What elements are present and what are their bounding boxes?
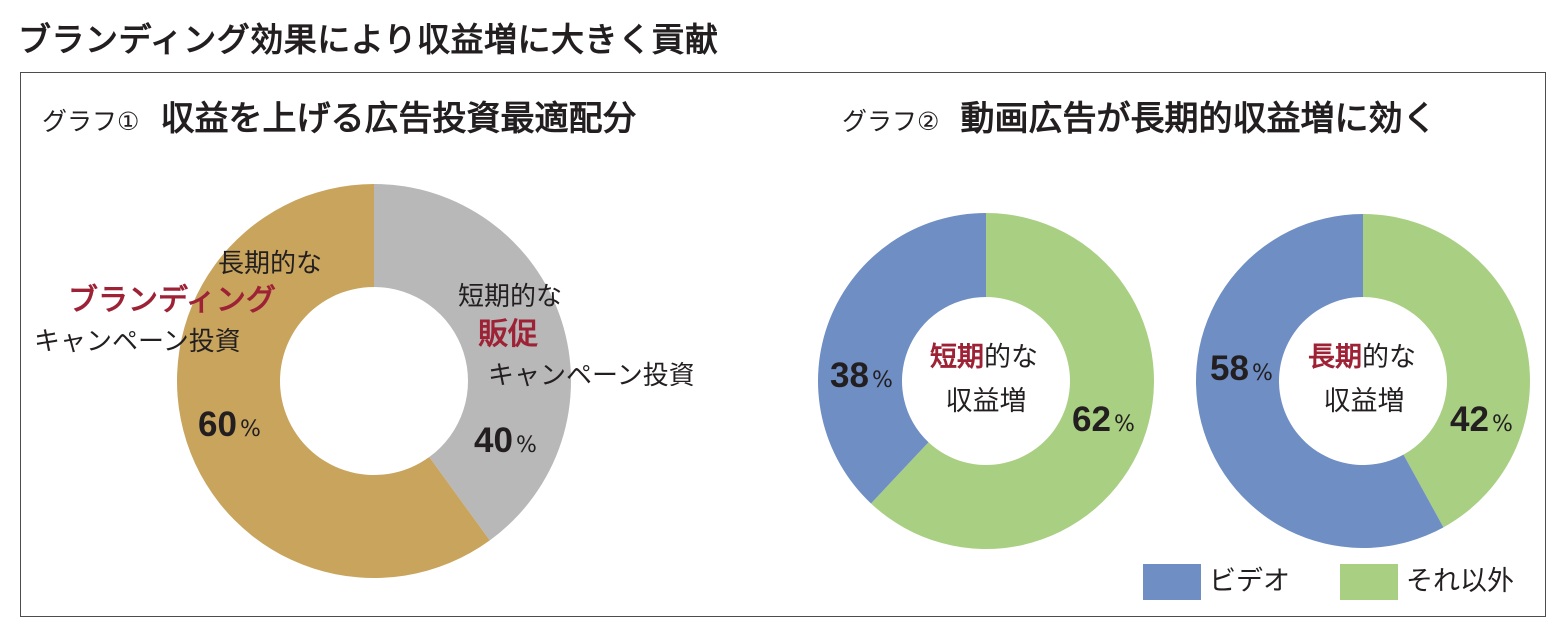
- donut-slice-video: [818, 213, 986, 504]
- promo-label-line-2: 販促: [478, 317, 538, 352]
- donut-slice-promo: [374, 184, 571, 541]
- donut-slice-branding: [176, 184, 490, 578]
- donut-chart-2-short-term: [818, 213, 1154, 549]
- branding-label-line-3: キャンペーン投資: [34, 327, 241, 357]
- long-term-accent: 長期: [1308, 342, 1362, 373]
- branding-label-line-2: ブランディング: [68, 283, 276, 318]
- percent-sign: %: [1492, 412, 1513, 437]
- percent-sign: %: [872, 368, 893, 393]
- donut-chart-1: [176, 184, 571, 578]
- promo-value: 40: [474, 421, 513, 460]
- donut-chart-3-long-term: [1195, 214, 1530, 549]
- percent-sign: %: [1252, 361, 1273, 386]
- long-term-center-label-line-1: 長期的な: [1308, 342, 1416, 373]
- long-term-center-rest: 的な: [1362, 342, 1416, 373]
- graph1-title-text: 収益を上げる広告投資最適配分: [160, 99, 637, 139]
- short-term-center-label-line-1: 短期的な: [930, 342, 1038, 373]
- graph2-tag: グラフ②: [842, 107, 940, 136]
- legend-label-video: ビデオ: [1209, 566, 1290, 597]
- short-term-other-value: 62: [1072, 400, 1111, 439]
- percent-sign: %: [240, 417, 261, 442]
- short-term-accent: 短期: [930, 342, 984, 373]
- long-term-other-value-label: 42%: [1450, 400, 1513, 439]
- short-term-center-rest: 的な: [984, 342, 1038, 373]
- donut-slice-other: [1363, 214, 1530, 528]
- percent-sign: %: [516, 433, 537, 458]
- legend-swatch-other: [1340, 564, 1398, 600]
- legend-item-other: それ以外: [1340, 564, 1514, 600]
- branding-value: 60: [198, 405, 237, 444]
- graph1-title: グラフ① 収益を上げる広告投資最適配分: [42, 97, 637, 147]
- long-term-video-value-label: 58%: [1210, 349, 1273, 388]
- promo-value-label: 40%: [474, 421, 537, 460]
- donut-slice-video: [1195, 214, 1444, 549]
- promo-label-line-1: 短期的な: [458, 282, 562, 312]
- branding-value-label: 60%: [198, 405, 261, 444]
- legend-label-other: それ以外: [1406, 566, 1514, 597]
- branding-label-line-1: 長期的な: [218, 249, 322, 279]
- graph2-title-text: 動画広告が長期的収益増に効く: [960, 99, 1437, 139]
- legend-item-video: ビデオ: [1143, 564, 1290, 600]
- long-term-center-label-line-2: 収益増: [1324, 386, 1405, 417]
- chart-frame: [20, 72, 1546, 617]
- long-term-video-value: 58: [1210, 349, 1249, 388]
- graph1-tag: グラフ①: [42, 107, 140, 136]
- percent-sign: %: [1114, 412, 1135, 437]
- short-term-video-value-label: 38%: [830, 356, 893, 395]
- donut-slice-other: [870, 213, 1154, 549]
- short-term-video-value: 38: [830, 356, 869, 395]
- promo-label-line-3: キャンペーン投資: [488, 361, 695, 391]
- main-title: ブランディング効果により収益増に大きく貢献: [18, 20, 719, 59]
- legend-swatch-video: [1143, 564, 1201, 600]
- long-term-other-value: 42: [1450, 400, 1489, 439]
- short-term-center-label-line-2: 収益増: [946, 386, 1027, 417]
- graph2-title: グラフ② 動画広告が長期的収益増に効く: [842, 97, 1437, 147]
- short-term-other-value-label: 62%: [1072, 400, 1135, 439]
